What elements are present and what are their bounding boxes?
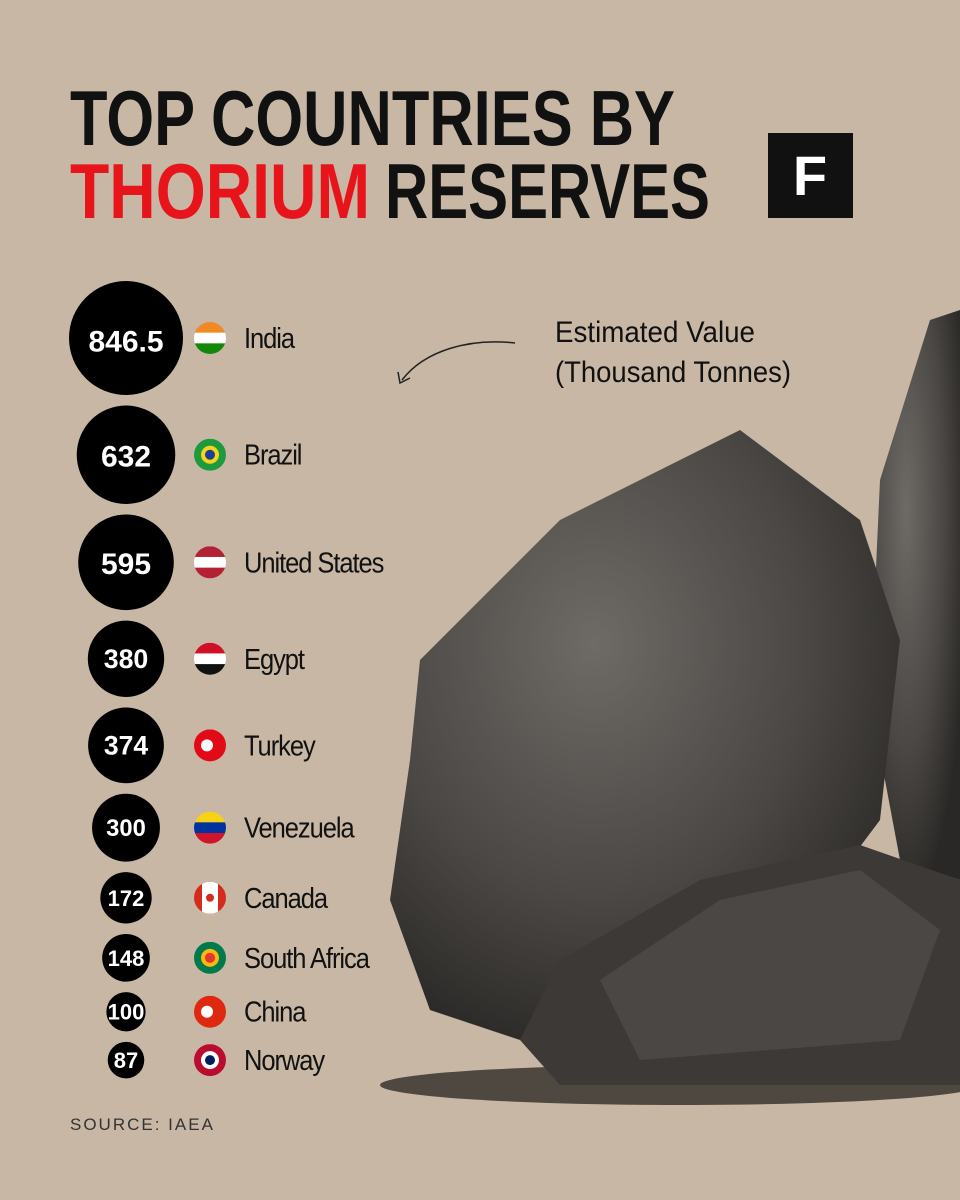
flag <box>194 811 226 844</box>
flag <box>194 642 226 675</box>
bubble <box>106 992 146 1032</box>
value-label: 374 <box>104 730 148 760</box>
flag-part <box>201 1005 213 1018</box>
flag-part <box>201 739 213 752</box>
value-label: 100 <box>108 1000 145 1025</box>
bubble <box>92 793 160 862</box>
country-label: United States <box>244 546 384 579</box>
value-label: 632 <box>101 441 151 474</box>
country-label: Turkey <box>244 729 316 762</box>
bubble <box>87 620 165 697</box>
flag-part <box>205 1055 215 1066</box>
flag <box>194 438 226 471</box>
flag <box>194 881 226 914</box>
flag <box>194 729 226 762</box>
annotation: (Thousand Tonnes) <box>555 356 791 389</box>
flag-part <box>194 750 226 762</box>
annotation: Estimated Value <box>555 316 755 349</box>
flag-part <box>194 811 226 823</box>
flag-part <box>194 332 226 344</box>
value-label: 87 <box>114 1048 138 1073</box>
flag <box>194 1044 226 1077</box>
country-label: China <box>244 995 307 1028</box>
value-label: 300 <box>106 815 146 842</box>
flag-part <box>194 556 226 569</box>
bubble <box>107 1041 145 1079</box>
country-label: Norway <box>244 1044 325 1077</box>
country-label: South Africa <box>244 941 371 974</box>
value-label: 846.5 <box>88 326 163 359</box>
value-label: 595 <box>101 548 151 581</box>
title-rest: RESERVES <box>385 147 710 235</box>
flag-part <box>194 833 226 844</box>
rocks <box>380 310 960 1105</box>
source: SOURCE: IAEA <box>70 1115 215 1134</box>
flag-part <box>194 653 226 665</box>
flag-part <box>205 449 215 460</box>
title-highlight: THORIUM <box>70 147 370 235</box>
flag-part <box>194 546 226 558</box>
flag-part <box>194 729 226 741</box>
logo-box <box>768 133 853 218</box>
flag-part <box>194 1017 226 1028</box>
title-line1: TOP COUNTRIES BY <box>70 74 675 162</box>
arrow <box>401 341 516 381</box>
flag-part <box>194 567 226 579</box>
flag-part <box>205 952 215 963</box>
flag-part <box>194 664 226 675</box>
bubble <box>102 933 150 982</box>
bubble <box>76 405 176 505</box>
country-label: Brazil <box>244 438 301 471</box>
logo: F <box>793 144 827 207</box>
flag-part <box>194 322 226 334</box>
flag <box>194 941 226 974</box>
bubble <box>100 872 152 924</box>
country-label: Venezuela <box>244 811 355 844</box>
flag-part <box>194 822 226 834</box>
bubble <box>78 514 174 611</box>
flag-part <box>206 893 214 902</box>
flag-part <box>194 343 226 354</box>
flag-part <box>194 995 226 1007</box>
country-label: India <box>244 321 296 354</box>
flag <box>194 322 226 354</box>
value-label: 148 <box>108 946 145 971</box>
country-label: Egypt <box>244 642 305 675</box>
flag <box>194 546 226 579</box>
country-label: Canada <box>244 881 329 914</box>
bubble-list: 846.5 India 632 Brazil 595 United States 380 Eg… <box>69 281 385 1079</box>
bubble <box>69 281 183 395</box>
arrow-head <box>397 371 411 385</box>
flag-part <box>194 642 226 654</box>
bubble <box>88 707 164 784</box>
value-label: 172 <box>108 886 145 911</box>
value-label: 380 <box>104 644 149 674</box>
flag <box>194 995 226 1028</box>
